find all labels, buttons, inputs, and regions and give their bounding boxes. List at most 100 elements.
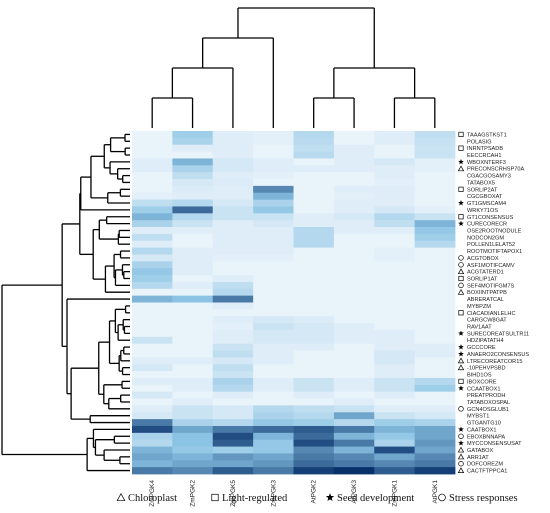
heatmap-cell (374, 144, 416, 152)
heatmap-cell (132, 323, 173, 331)
heatmap-cell (374, 275, 416, 283)
heatmap-cell (293, 336, 335, 345)
heatmap-cell (212, 364, 254, 372)
heatmap-cell (333, 439, 375, 447)
heatmap-cell (374, 137, 416, 146)
column-label: ZmPGK5 (230, 480, 237, 507)
heatmap-cell (414, 309, 456, 317)
row-label: OSE2ROOTNODULE (467, 228, 522, 234)
heatmap-cell (293, 432, 335, 441)
heatmap-cell (374, 412, 416, 420)
heatmap-cell (414, 281, 456, 290)
heatmap-cell (293, 357, 335, 365)
heatmap-cell (414, 371, 456, 379)
light-marker (458, 310, 464, 316)
heatmap-cell (172, 425, 214, 434)
heatmap-cell (414, 302, 456, 310)
heatmap-cell (253, 158, 294, 166)
stress-marker (458, 461, 464, 467)
heatmap-cell (132, 158, 173, 166)
heatmap-cell (293, 419, 335, 427)
heatmap-cell (333, 371, 375, 379)
heatmap-cell (333, 261, 375, 269)
row-label: ARR1AT (467, 455, 489, 461)
heatmap-cell (374, 419, 416, 427)
heatmap-cell (293, 453, 335, 461)
heatmap-cell (414, 192, 456, 200)
heatmap-cell (414, 419, 456, 427)
heatmap-cell (212, 412, 254, 420)
heatmap-cell (132, 192, 173, 200)
heatmap-cell (253, 144, 294, 152)
heatmap-cell (132, 295, 173, 303)
heatmap-cell (333, 336, 375, 345)
seed-marker (458, 220, 464, 227)
row-label: ANAERO2CONSENSUS (467, 352, 529, 358)
column-label: AtPGK3 (351, 480, 358, 504)
heatmap-cell (212, 295, 254, 303)
row-label: BIHD1OS (467, 373, 492, 379)
heatmap-cell (333, 316, 375, 324)
heatmap-cell (414, 165, 456, 173)
row-label: PREATPRODH (467, 393, 505, 399)
heatmap-cell (132, 275, 173, 283)
heatmap-cell (253, 377, 294, 386)
heatmap-cell (374, 357, 416, 365)
heatmap-cell (253, 206, 294, 214)
seed-marker (458, 440, 464, 446)
heatmap-cell (132, 412, 173, 420)
heatmap-cell (253, 185, 294, 194)
heatmap-cell (374, 261, 416, 269)
heatmap-cell (132, 185, 173, 194)
heatmap-cell (212, 391, 254, 399)
heatmap-cell (293, 439, 335, 447)
row-label: ROOTMOTIFTAPOX1 (467, 249, 522, 255)
heatmap-cell (253, 233, 294, 242)
row-label: CURECORECR (467, 222, 507, 228)
heatmap-cell (333, 405, 375, 413)
column-label: ZmPGK3 (270, 480, 277, 507)
heatmap-cell (212, 419, 254, 427)
heatmap-cell (293, 302, 335, 310)
heatmap-cell (293, 144, 335, 152)
heatmap-cell (293, 309, 335, 317)
chloro-marker (457, 446, 465, 453)
heatmap-cell (212, 254, 254, 262)
row-label: CCAATBOX1 (467, 386, 500, 392)
seed-marker (458, 200, 464, 206)
heatmap-cell (212, 336, 254, 345)
heatmap-cell (414, 261, 456, 269)
heatmap-cell (212, 275, 254, 283)
heatmap-cell (333, 165, 375, 173)
heatmap-cell (293, 460, 335, 468)
heatmap-cell (253, 467, 294, 475)
heatmap-cell (414, 288, 456, 297)
heatmap-cell (132, 247, 173, 255)
heatmap-cell (132, 405, 173, 413)
heatmap-cell (414, 227, 456, 235)
heatmap-cell (253, 460, 294, 468)
row-label: IBOXCORE (467, 379, 497, 385)
heatmap-cell (333, 432, 375, 441)
heatmap-cell (374, 179, 416, 187)
heatmap-cell (172, 206, 214, 214)
heatmap-cell (293, 281, 335, 290)
heatmap-cell (253, 165, 294, 173)
column-label: ZmPGK4 (149, 480, 156, 507)
heatmap-cell (132, 309, 173, 317)
light-marker (458, 378, 464, 384)
heatmap-cell (293, 240, 335, 249)
heatmap-cell (414, 240, 456, 249)
heatmap-cell (172, 158, 214, 166)
heatmap-cell (414, 247, 456, 255)
heatmap-cell (212, 144, 254, 152)
row-label: TATABOXOSPAL (467, 400, 510, 406)
heatmap-cell (374, 329, 416, 338)
heatmap-cell (293, 398, 335, 406)
heatmap-cell (253, 254, 294, 262)
heatmap-cell (172, 220, 214, 228)
heatmap-cell (132, 446, 173, 454)
row-label: MYBST1 (467, 414, 489, 420)
heatmap-cell (172, 350, 214, 358)
heatmap-cell (172, 357, 214, 365)
